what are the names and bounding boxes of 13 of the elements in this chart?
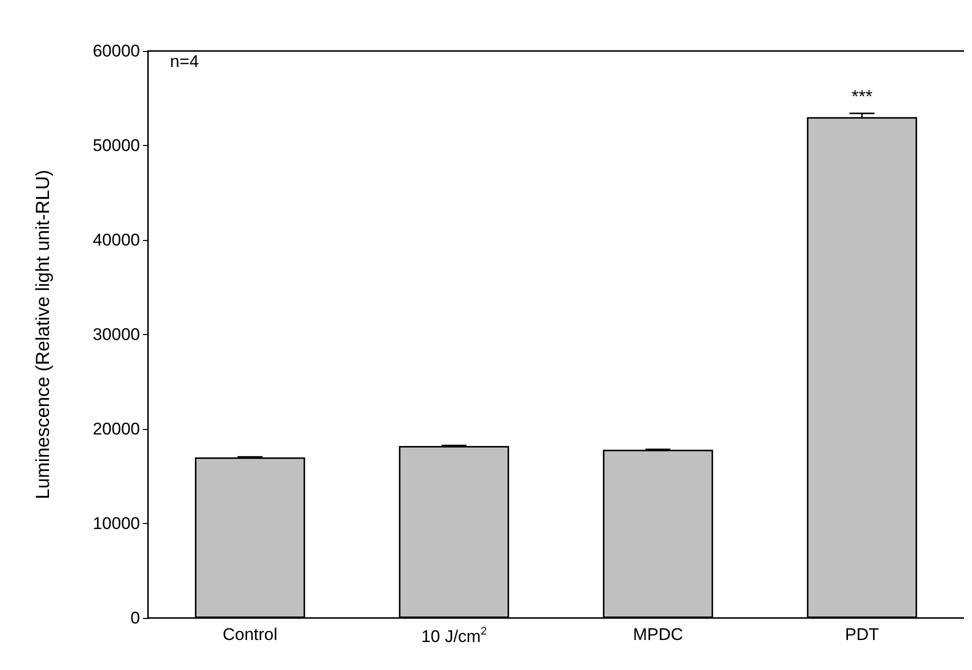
y-tick-label: 10000 — [92, 514, 140, 533]
annotation: *** — [851, 86, 873, 106]
y-tick-label: 0 — [130, 608, 140, 628]
y-tick-label: 50000 — [92, 136, 140, 155]
y-tick-label: 30000 — [92, 325, 140, 344]
y-tick-label: 60000 — [92, 42, 140, 60]
annotation: n=4 — [170, 52, 199, 71]
y-tick-label: 40000 — [92, 230, 140, 250]
x-tick-label: Control — [222, 625, 278, 644]
x-tick-label: PDT — [845, 625, 879, 644]
y-tick-label: 20000 — [92, 420, 140, 438]
y-axis-title: Luminescence (Relative light unit-RLU) — [33, 170, 54, 500]
x-tick-label: MPDC — [632, 625, 684, 644]
